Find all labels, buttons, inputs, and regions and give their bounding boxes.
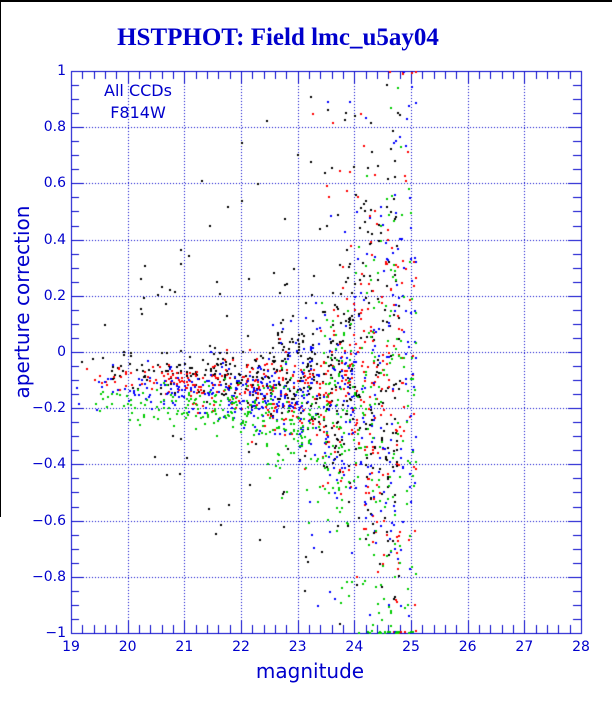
window-border-left [0, 0, 1, 517]
y-tick-label: −1 [45, 625, 66, 641]
y-tick-label: 0.8 [43, 119, 66, 136]
y-tick-label: −0.8 [32, 568, 66, 585]
plot-annotation: All CCDs F814W [84, 80, 192, 124]
x-tick-label: 24 [345, 639, 364, 655]
x-tick-label: 26 [458, 639, 477, 655]
y-tick-label: 0.2 [43, 287, 66, 304]
x-tick-label: 20 [118, 639, 137, 655]
y-tick-label: 0 [57, 344, 66, 360]
y-tick-label: −0.2 [32, 400, 66, 417]
annotation-filter: F814W [110, 103, 166, 122]
x-tick-label: 28 [572, 639, 590, 655]
x-tick-label: 21 [175, 639, 194, 655]
y-tick-label: −0.4 [32, 456, 66, 473]
x-tick-label: 23 [288, 639, 307, 655]
y-tick-label: −0.6 [32, 512, 66, 529]
y-tick-label: 1 [57, 63, 66, 79]
y-tick-label: 0.4 [43, 231, 66, 248]
y-tick-label: 0.6 [43, 175, 66, 192]
x-tick-label: 22 [232, 639, 250, 655]
x-axis-label: magnitude [255, 659, 365, 683]
x-tick-label: 19 [62, 639, 80, 655]
x-tick-label: 25 [402, 639, 420, 655]
page-title: HSTPHOT: Field lmc_u5ay04 [117, 24, 439, 51]
annotation-ccds: All CCDs [104, 81, 172, 100]
window-border-top [0, 0, 612, 2]
x-tick-label: 27 [515, 639, 534, 655]
